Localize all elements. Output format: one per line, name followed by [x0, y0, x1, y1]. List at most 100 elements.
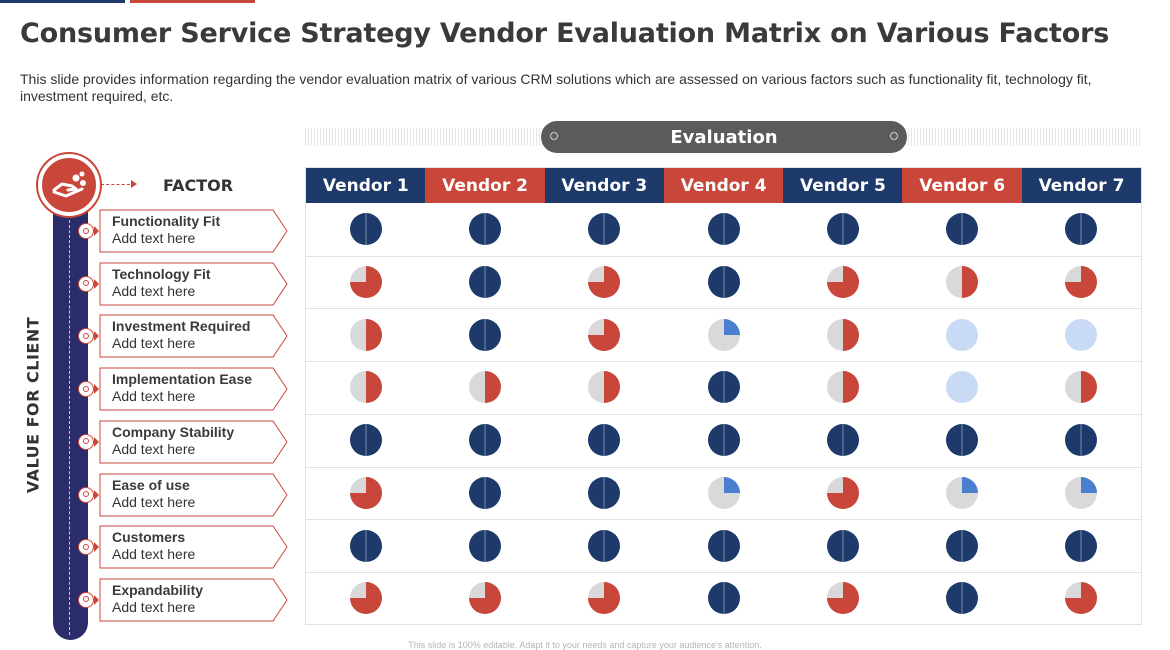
row-pointer	[94, 384, 99, 395]
value-for-client-bar	[53, 180, 88, 640]
row-divider	[306, 308, 1141, 310]
factor-dashed-arrow	[101, 180, 137, 188]
row-pointer	[94, 278, 99, 289]
row-pointer	[94, 542, 99, 553]
side-dashed-line	[69, 210, 70, 635]
harvey-ball	[468, 371, 501, 404]
accent-bar-red	[130, 0, 255, 3]
factor-row: Functionality Fit Add text here	[78, 209, 290, 253]
row-pointer	[94, 489, 99, 500]
harvey-ball	[946, 213, 979, 246]
factor-box-shape	[99, 262, 288, 306]
harvey-ball	[946, 318, 979, 351]
factor-row: Technology Fit Add text here	[78, 262, 290, 306]
harvey-ball	[946, 371, 979, 404]
harvey-ball	[1065, 582, 1098, 615]
accent-bar-navy	[0, 0, 125, 3]
harvey-ball	[826, 213, 859, 246]
harvey-ball	[468, 582, 501, 615]
harvey-ball	[468, 424, 501, 457]
harvey-ball	[588, 266, 621, 299]
harvey-ball	[707, 476, 740, 509]
page-subtitle: This slide provides information regardin…	[20, 71, 1092, 104]
vendor-header: Vendor 3	[544, 168, 665, 203]
target-icon	[78, 486, 94, 503]
factor-box-shape	[99, 525, 288, 569]
row-divider	[306, 361, 1141, 363]
harvey-ball	[588, 371, 621, 404]
factor-subtext: Add text here	[112, 598, 196, 615]
harvey-ball	[588, 476, 621, 509]
harvey-ball	[468, 476, 501, 509]
row-divider	[306, 413, 1141, 415]
factor-subtext: Add text here	[112, 546, 196, 563]
target-icon	[78, 223, 94, 239]
row-pointer	[94, 331, 99, 342]
factor-subtext: Add text here	[112, 493, 196, 510]
harvey-ball	[946, 529, 979, 562]
factor-box-shape	[99, 578, 288, 622]
target-icon	[78, 539, 94, 556]
factor-name: Investment Required	[112, 318, 251, 335]
vendor-header: Vendor 2	[425, 168, 545, 203]
footer-note: This slide is 100% editable. Adapt it to…	[408, 640, 762, 650]
target-icon	[78, 591, 94, 608]
harvey-ball	[1065, 318, 1098, 351]
factor-box: Implementation Ease Add text here	[99, 367, 289, 411]
factor-name: Technology Fit	[112, 265, 211, 282]
factor-subtext: Add text here	[112, 335, 196, 352]
factor-row: Implementation Ease Add text here	[78, 367, 290, 411]
harvey-ball	[349, 318, 382, 351]
factor-name: Implementation Ease	[112, 371, 253, 388]
row-pointer	[94, 226, 99, 236]
harvey-ball	[826, 529, 859, 562]
evaluation-rule-right	[905, 128, 1141, 146]
vendor-header: Vendor 5	[783, 168, 903, 203]
target-icon	[78, 328, 94, 345]
factor-box-shape	[99, 367, 288, 411]
harvey-ball	[468, 213, 501, 246]
factor-row: Ease of use Add text here	[78, 473, 290, 517]
factor-box: Company Stability Add text here	[99, 420, 289, 464]
harvey-ball	[468, 266, 501, 299]
harvey-ball	[588, 582, 621, 615]
factor-subtext: Add text here	[112, 388, 196, 405]
factor-box-shape	[99, 209, 288, 253]
harvey-ball	[707, 582, 740, 615]
factor-row: Investment Required Add text here	[78, 314, 290, 358]
harvey-ball	[707, 424, 740, 457]
factor-box: Technology Fit Add text here	[99, 262, 289, 306]
factor-subtext: Add text here	[112, 230, 196, 246]
factor-row: Customers Add text here	[78, 525, 290, 569]
page-title: Consumer Service Strategy Vendor Evaluat…	[20, 18, 1110, 49]
factor-subtext: Add text here	[112, 440, 196, 457]
harvey-ball	[826, 371, 859, 404]
harvey-ball	[1065, 424, 1098, 457]
factor-box-shape	[99, 473, 288, 516]
harvey-ball	[1065, 476, 1098, 509]
harvey-ball	[707, 266, 740, 299]
harvey-ball	[707, 529, 740, 562]
row-divider	[306, 466, 1141, 468]
evaluation-label: Evaluation	[670, 126, 778, 148]
harvey-ball	[707, 318, 740, 351]
row-pointer	[94, 436, 99, 447]
harvey-ball	[468, 318, 501, 351]
harvey-ball	[349, 529, 382, 562]
factor-subtext: Add text here	[112, 282, 196, 299]
harvey-ball	[349, 476, 382, 509]
row-divider	[306, 255, 1141, 257]
target-icon	[78, 433, 94, 450]
harvey-ball	[707, 213, 740, 246]
harvey-ball	[349, 213, 382, 246]
harvey-ball	[349, 266, 382, 299]
harvey-ball	[826, 582, 859, 615]
factor-row: Company Stability Add text here	[78, 420, 290, 464]
harvey-ball	[1065, 213, 1098, 246]
harvey-ball	[946, 476, 979, 509]
vendor-header: Vendor 6	[902, 168, 1022, 203]
factor-row: Expandability Add text here	[78, 578, 290, 622]
harvey-ball	[588, 213, 621, 246]
harvey-ball	[946, 582, 979, 615]
harvey-ball	[946, 424, 979, 457]
